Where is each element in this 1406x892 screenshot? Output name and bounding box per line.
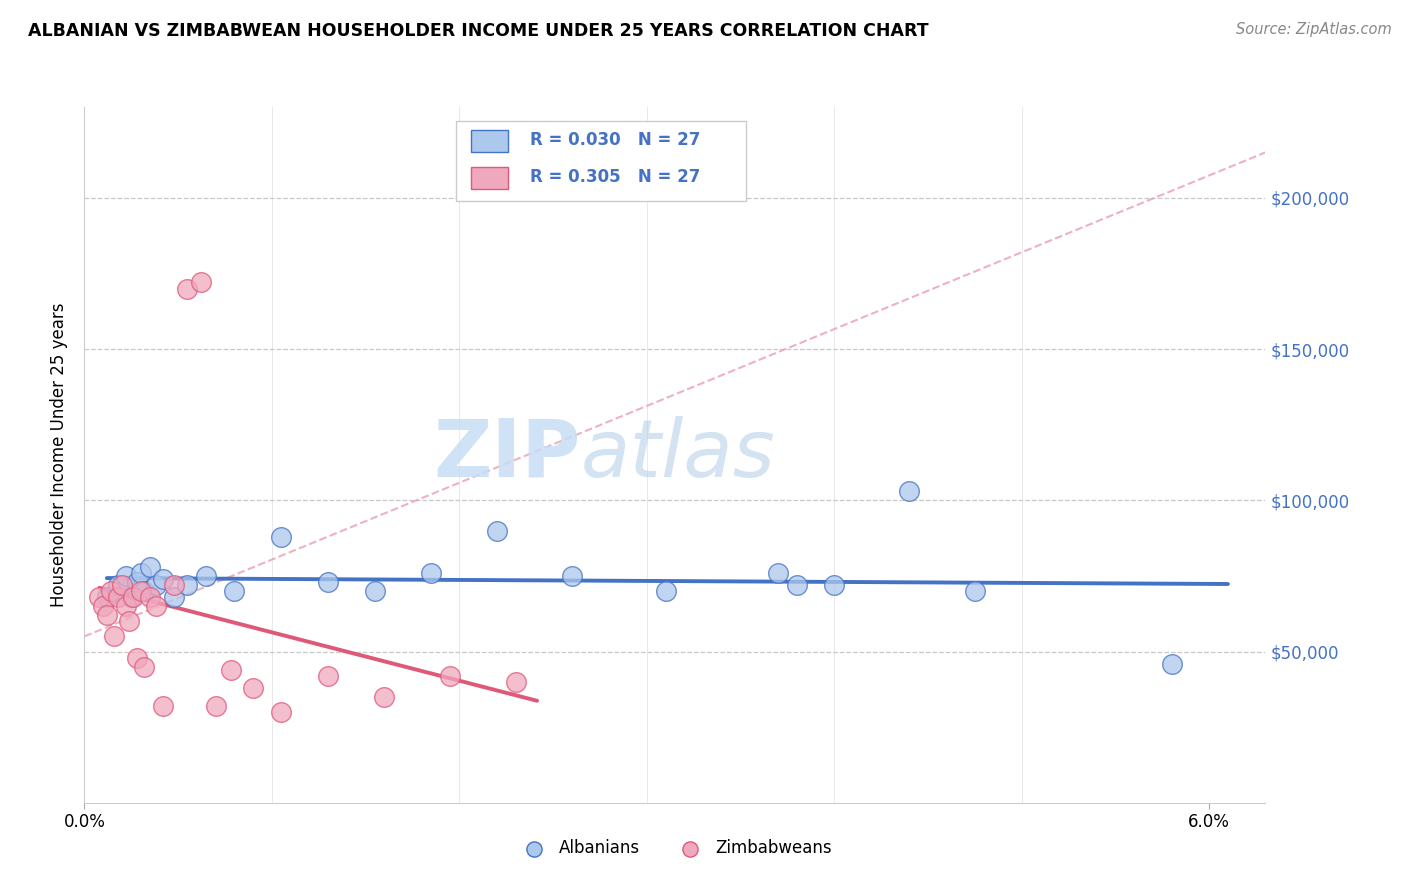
Point (190, 276, 212, 290)
Point (139, 559, 162, 574)
Text: Source: ZipAtlas.com: Source: ZipAtlas.com (1236, 22, 1392, 37)
Point (823, 578, 845, 592)
Point (420, 566, 443, 580)
Point (118, 615, 141, 629)
Bar (471, 167, 509, 189)
Text: atlas: atlas (581, 416, 775, 494)
Point (96, 608, 118, 623)
Point (134, 659, 156, 673)
Point (654, 584, 676, 599)
Point (145, 599, 167, 614)
Point (122, 590, 145, 604)
Point (139, 590, 162, 604)
Y-axis label: Householder Income Under 25 years: Householder Income Under 25 years (51, 302, 69, 607)
Point (219, 663, 242, 677)
Point (786, 578, 808, 592)
Point (505, 674, 527, 689)
Point (107, 578, 129, 592)
Point (145, 578, 167, 592)
Point (114, 569, 136, 583)
Point (111, 578, 134, 592)
Text: ALBANIAN VS ZIMBABWEAN HOUSEHOLDER INCOME UNDER 25 YEARS CORRELATION CHART: ALBANIAN VS ZIMBABWEAN HOUSEHOLDER INCOM… (28, 22, 929, 40)
Point (176, 281, 198, 295)
Point (898, 484, 921, 499)
Legend: Albanians, Zimbabweans: Albanians, Zimbabweans (510, 833, 839, 864)
Point (364, 584, 387, 599)
Point (195, 569, 218, 583)
Bar (471, 130, 509, 153)
Point (89, 590, 111, 604)
Point (316, 669, 339, 683)
Point (96, 590, 118, 604)
Point (963, 584, 986, 599)
Point (163, 578, 186, 592)
Point (439, 669, 461, 683)
Text: R = 0.305   N = 27: R = 0.305 N = 27 (530, 169, 700, 186)
Text: ZIP: ZIP (433, 416, 581, 494)
Point (134, 584, 156, 599)
Point (224, 584, 246, 599)
Point (152, 698, 174, 713)
Point (125, 574, 148, 589)
Bar (457, 121, 745, 201)
Point (103, 629, 125, 643)
Point (316, 574, 339, 589)
Point (270, 705, 292, 719)
Point (114, 599, 136, 614)
Point (1160, 657, 1182, 671)
Point (270, 530, 292, 544)
Point (242, 681, 264, 695)
Point (107, 590, 129, 604)
Point (120, 590, 142, 604)
Point (129, 566, 152, 580)
Point (100, 584, 122, 599)
Point (125, 650, 148, 665)
Point (176, 578, 198, 592)
Point (152, 572, 174, 586)
Point (373, 690, 395, 704)
Point (561, 569, 583, 583)
Point (204, 698, 226, 713)
Text: R = 0.030   N = 27: R = 0.030 N = 27 (530, 131, 700, 150)
Point (129, 584, 152, 599)
Point (766, 566, 789, 580)
Point (91, 599, 114, 614)
Point (163, 590, 186, 604)
Point (485, 524, 508, 538)
